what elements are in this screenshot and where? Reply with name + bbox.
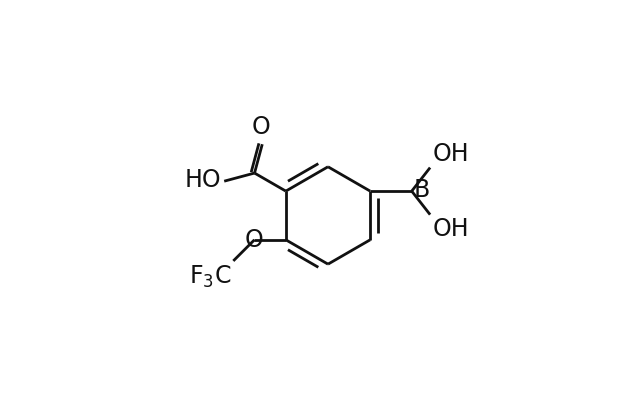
Text: F$_3$C: F$_3$C [189,264,232,290]
Text: B: B [414,178,430,202]
Text: OH: OH [433,142,469,166]
Text: O: O [252,115,270,139]
Text: O: O [245,228,264,252]
Text: OH: OH [433,217,469,241]
Text: HO: HO [185,168,221,192]
